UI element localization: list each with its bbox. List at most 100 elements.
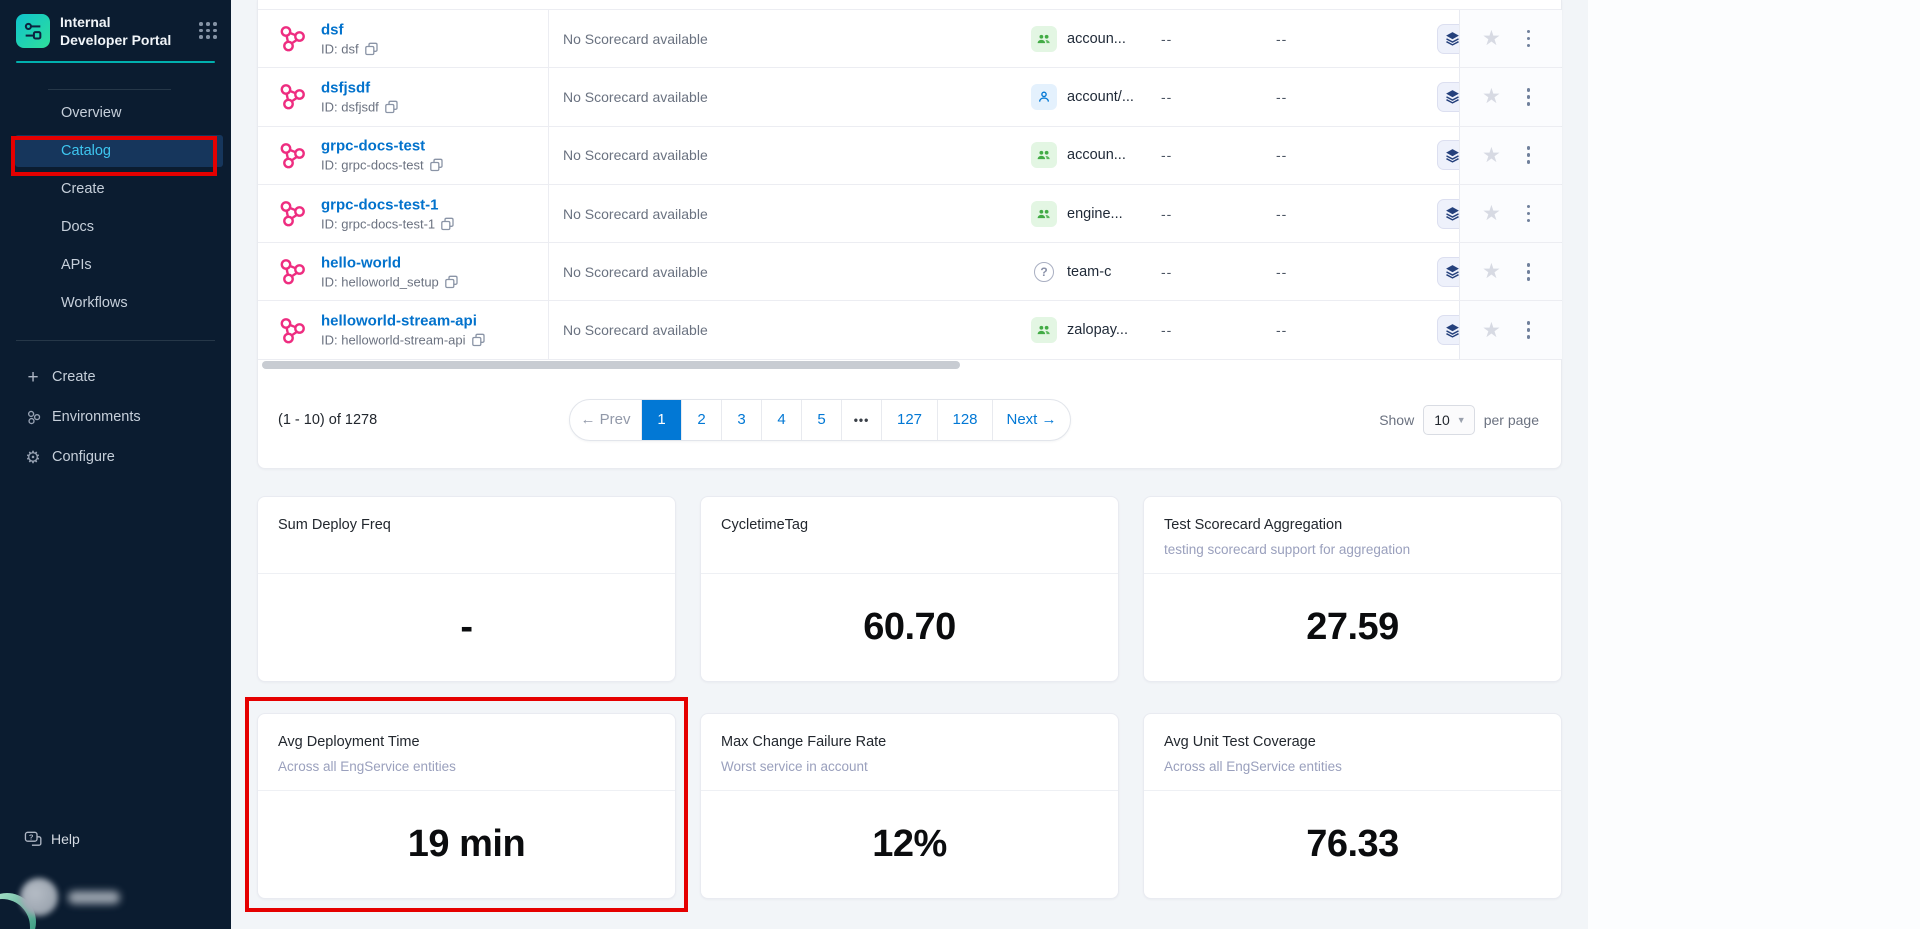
- sidebar-item-create[interactable]: + Create: [0, 357, 231, 397]
- row-menu-kebab-icon[interactable]: [1523, 201, 1535, 227]
- favorite-star-icon[interactable]: ★: [1482, 202, 1501, 226]
- prev-page-button[interactable]: ← Prev: [570, 399, 642, 440]
- unknown-owner-icon: ?: [1034, 261, 1054, 282]
- owner-name: engine...: [1067, 205, 1123, 222]
- entity-id: ID: dsfjsdf: [321, 99, 379, 115]
- table-row: helloworld-stream-api ID: helloworld-str…: [258, 301, 1562, 360]
- row-menu-kebab-icon[interactable]: [1523, 259, 1535, 285]
- metric-card: Avg Unit Test Coverage Across all EngSer…: [1143, 713, 1562, 899]
- show-label: Show: [1379, 411, 1415, 428]
- metric-card-wrap: CycletimeTag 60.70: [700, 496, 1119, 682]
- metric-card: Max Change Failure Rate Worst service in…: [700, 713, 1119, 899]
- username-redacted: [68, 890, 120, 904]
- empty-metric-cell: --: [1276, 205, 1288, 222]
- entity-name-link[interactable]: dsfjsdf: [321, 79, 371, 97]
- avatar: [20, 878, 58, 916]
- entity-name-link[interactable]: dsf: [321, 21, 344, 39]
- next-page-button[interactable]: Next →: [1006, 411, 1057, 428]
- page-ellipsis[interactable]: •••: [842, 399, 882, 440]
- secondary-item-label: Environments: [52, 409, 141, 425]
- content-column: dsf ID: dsf No Scorecard available: [245, 0, 1562, 912]
- copy-icon[interactable]: [444, 275, 458, 288]
- nav-divider: [48, 89, 171, 90]
- sidebar-item-configure[interactable]: ⚙ Configure: [0, 437, 231, 477]
- metric-card: Avg Deployment Time Across all EngServic…: [257, 713, 676, 899]
- table-row: grpc-docs-test-1 ID: grpc-docs-test-1 No…: [258, 184, 1562, 244]
- page-number-button[interactable]: 2: [682, 399, 722, 440]
- user-profile[interactable]: [0, 875, 231, 919]
- entity-cell: helloworld-stream-api ID: helloworld-str…: [275, 313, 485, 348]
- metric-card-wrap: Test Scorecard Aggregation testing score…: [1143, 496, 1562, 682]
- page-size-select[interactable]: 10 ▼: [1423, 404, 1475, 435]
- entity-name-link[interactable]: helloworld-stream-api: [321, 312, 477, 330]
- owner-cell[interactable]: engine...: [1031, 200, 1123, 227]
- favorite-star-icon[interactable]: ★: [1482, 143, 1501, 167]
- metric-title: Sum Deploy Freq: [278, 517, 391, 533]
- entity-id: ID: dsf: [321, 41, 359, 57]
- metric-subtitle: testing scorecard support for aggregatio…: [1164, 542, 1411, 557]
- page-number-button[interactable]: 3: [722, 399, 762, 440]
- favorite-star-icon[interactable]: ★: [1482, 318, 1501, 342]
- entity-id: ID: grpc-docs-test: [321, 157, 424, 173]
- sidebar-item-help[interactable]: ? Help: [0, 821, 231, 857]
- group-owner-icon: [1031, 200, 1057, 227]
- owner-cell[interactable]: zalopay...: [1031, 317, 1128, 344]
- favorite-star-icon[interactable]: ★: [1482, 85, 1501, 109]
- sidebar-item-workflows[interactable]: Workflows: [0, 284, 231, 322]
- sidebar-item-catalog[interactable]: Catalog: [0, 132, 231, 170]
- entity-id: ID: grpc-docs-test-1: [321, 216, 436, 232]
- owner-name: team-c: [1067, 263, 1112, 280]
- page-number-button[interactable]: 5: [802, 399, 842, 440]
- sidebar-item-apis[interactable]: APIs: [0, 246, 231, 284]
- row-menu-kebab-icon[interactable]: [1523, 84, 1535, 110]
- favorite-star-icon[interactable]: ★: [1482, 260, 1501, 284]
- scorecard-status: No Scorecard available: [563, 263, 708, 280]
- main-area: dsf ID: dsf No Scorecard available: [231, 0, 1920, 929]
- metric-subtitle: Across all EngService entities: [1164, 759, 1342, 774]
- metric-card: Sum Deploy Freq -: [257, 496, 676, 682]
- svg-text:?: ?: [29, 833, 34, 842]
- empty-metric-cell: --: [1161, 263, 1173, 280]
- entity-name-link[interactable]: grpc-docs-test-1: [321, 196, 439, 214]
- copy-icon[interactable]: [441, 217, 454, 230]
- idp-logo-icon[interactable]: [16, 14, 50, 48]
- page-number-button[interactable]: 1: [642, 399, 682, 440]
- owner-cell[interactable]: account/...: [1031, 83, 1134, 110]
- row-menu-kebab-icon[interactable]: [1523, 142, 1535, 168]
- row-menu-kebab-icon[interactable]: [1523, 317, 1535, 343]
- empty-metric-cell: --: [1161, 322, 1173, 339]
- metric-card-wrap: Avg Deployment Time Across all EngServic…: [245, 697, 688, 912]
- copy-icon[interactable]: [429, 158, 443, 172]
- empty-metric-cell: --: [1161, 88, 1173, 105]
- entity-name-link[interactable]: hello-world: [321, 254, 401, 272]
- favorite-star-icon[interactable]: ★: [1482, 27, 1501, 51]
- entity-name-link[interactable]: grpc-docs-test: [321, 137, 426, 155]
- entity-cell: dsf ID: dsf: [275, 21, 378, 56]
- horizontal-scrollbar[interactable]: [262, 361, 960, 369]
- sidebar-item-overview[interactable]: Overview: [0, 94, 231, 132]
- sidebar-item-environments[interactable]: Environments: [0, 397, 231, 437]
- sidebar-item-create[interactable]: Create: [0, 170, 231, 208]
- copy-icon[interactable]: [384, 100, 398, 114]
- owner-cell[interactable]: accoun...: [1031, 142, 1126, 169]
- service-entity-icon: [280, 26, 305, 52]
- page-number-button[interactable]: 127: [882, 399, 938, 440]
- owner-cell[interactable]: accoun...: [1031, 25, 1126, 52]
- scorecard-status: No Scorecard available: [563, 205, 708, 222]
- empty-metric-cell: --: [1161, 30, 1173, 47]
- metric-card: Test Scorecard Aggregation testing score…: [1143, 496, 1562, 682]
- owner-name: account/...: [1067, 88, 1134, 105]
- copy-icon[interactable]: [471, 333, 485, 347]
- nav-divider-bottom: [16, 340, 215, 341]
- copy-icon[interactable]: [364, 42, 378, 55]
- group-owner-icon: [1031, 317, 1057, 344]
- owner-cell[interactable]: ? team-c: [1031, 261, 1112, 282]
- apps-grid-icon[interactable]: [199, 22, 217, 39]
- secondary-item-label: Create: [52, 369, 96, 385]
- sidebar-item-docs[interactable]: Docs: [0, 208, 231, 246]
- row-menu-kebab-icon[interactable]: [1523, 26, 1535, 52]
- metric-card-wrap: Max Change Failure Rate Worst service in…: [700, 713, 1119, 899]
- page-number-button[interactable]: 4: [762, 399, 802, 440]
- sidebar-header: Internal Developer Portal: [0, 0, 231, 49]
- page-number-button[interactable]: 128: [938, 399, 993, 440]
